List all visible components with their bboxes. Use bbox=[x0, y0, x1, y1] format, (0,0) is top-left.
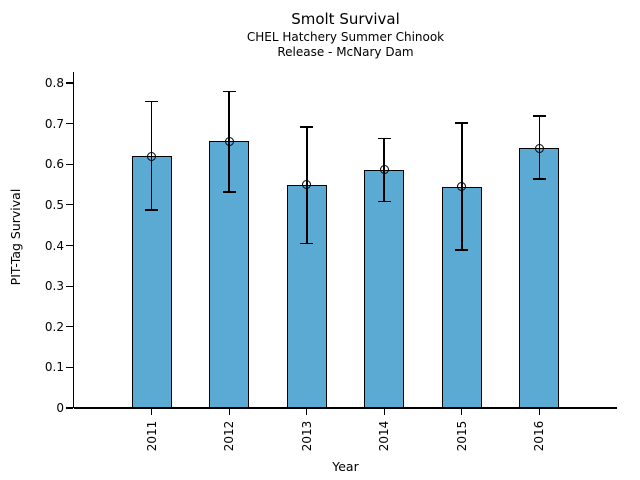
x-tick-mark bbox=[150, 408, 153, 415]
y-tick-label: 0.1 bbox=[44, 360, 64, 375]
data-point-marker bbox=[147, 151, 157, 161]
data-point-marker bbox=[224, 136, 234, 146]
error-bar-cap-bottom bbox=[145, 208, 159, 211]
x-tick-mark bbox=[306, 408, 308, 415]
error-bar-cap-top bbox=[455, 122, 469, 124]
x-tick-label: 2015 bbox=[454, 420, 469, 452]
error-bar-cap-top bbox=[145, 100, 159, 103]
data-point-marker bbox=[457, 182, 467, 192]
y-tick-label: 0.4 bbox=[44, 238, 64, 253]
y-tick-label: 0.8 bbox=[44, 76, 64, 90]
x-axis-spine bbox=[74, 407, 617, 409]
error-bar-cap-top bbox=[532, 115, 546, 117]
chart-subtitle-line-1: CHEL Hatchery Summer Chinook bbox=[246, 30, 445, 44]
x-tick-mark bbox=[538, 408, 541, 415]
error-bar-cap-bottom bbox=[377, 200, 391, 203]
x-tick-label: 2013 bbox=[299, 420, 314, 452]
x-tick-label: 2014 bbox=[377, 420, 392, 452]
y-tick-mark bbox=[65, 204, 73, 206]
y-tick-mark bbox=[65, 326, 73, 328]
bar bbox=[519, 148, 560, 408]
error-bar-cap-bottom bbox=[300, 242, 314, 245]
y-tick-label: 0 bbox=[56, 401, 64, 415]
x-tick-label: 2011 bbox=[144, 420, 159, 452]
x-tick-mark bbox=[461, 408, 463, 415]
y-axis-spine bbox=[72, 72, 74, 408]
bar bbox=[364, 169, 405, 408]
y-tick-label: 0.7 bbox=[44, 116, 64, 131]
y-tick-mark bbox=[65, 123, 73, 125]
data-point-marker bbox=[534, 143, 544, 153]
y-tick-mark bbox=[65, 366, 73, 368]
chart-title: Smolt Survival bbox=[291, 10, 400, 28]
y-tick-label: 0.2 bbox=[44, 319, 64, 334]
y-tick-mark bbox=[65, 285, 73, 287]
y-tick-label: 0.6 bbox=[44, 157, 64, 172]
y-tick-mark bbox=[65, 163, 73, 165]
error-bar-cap-bottom bbox=[532, 178, 546, 180]
x-tick-mark bbox=[383, 408, 385, 415]
error-bar-cap-top bbox=[377, 137, 391, 140]
error-bar-cap-top bbox=[300, 126, 314, 128]
y-tick-mark bbox=[65, 407, 73, 409]
y-tick-mark bbox=[65, 244, 73, 247]
chart-subtitle-line-2: Release - McNary Dam bbox=[277, 45, 414, 59]
error-bar-cap-bottom bbox=[222, 191, 236, 193]
y-tick-label: 0.3 bbox=[44, 279, 64, 294]
x-tick-label: 2016 bbox=[532, 420, 547, 452]
data-point-marker bbox=[379, 165, 389, 175]
error-bar-cap-top bbox=[222, 90, 236, 93]
data-point-marker bbox=[302, 180, 312, 190]
y-tick-label: 0.5 bbox=[44, 197, 64, 212]
y-tick-mark bbox=[65, 82, 73, 84]
error-bar-cap-bottom bbox=[455, 249, 469, 251]
x-axis-label: Year bbox=[332, 459, 359, 474]
x-tick-mark bbox=[228, 408, 230, 415]
x-tick-label: 2012 bbox=[222, 420, 237, 452]
